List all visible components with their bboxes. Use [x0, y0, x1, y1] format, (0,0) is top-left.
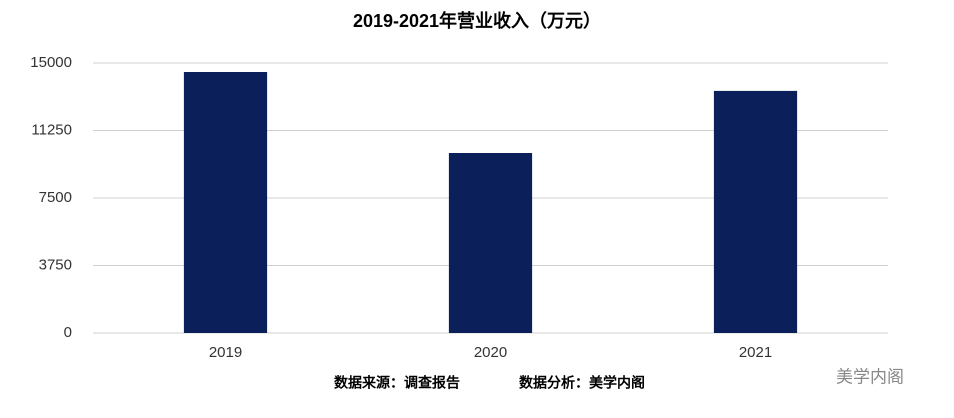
x-tick-label: 2020	[474, 344, 507, 361]
y-tick-label: 15000	[30, 54, 72, 71]
chart-title: 2019-2021年营业收入（万元）	[353, 10, 601, 31]
bar	[713, 90, 798, 334]
y-tick-label: 3750	[39, 256, 72, 273]
y-tick-label: 11250	[31, 121, 72, 138]
source-note: 数据来源：调查报告	[334, 375, 460, 391]
y-tick-label: 7500	[39, 189, 72, 206]
watermark: 美学内阁	[836, 367, 904, 386]
bar	[448, 153, 533, 333]
x-tick-label: 2019	[209, 344, 242, 361]
y-tick-label: 0	[64, 324, 72, 341]
x-tick-label: 2021	[739, 344, 772, 361]
bar	[183, 72, 268, 333]
analysis-note: 数据分析：美学内阁	[519, 375, 645, 391]
